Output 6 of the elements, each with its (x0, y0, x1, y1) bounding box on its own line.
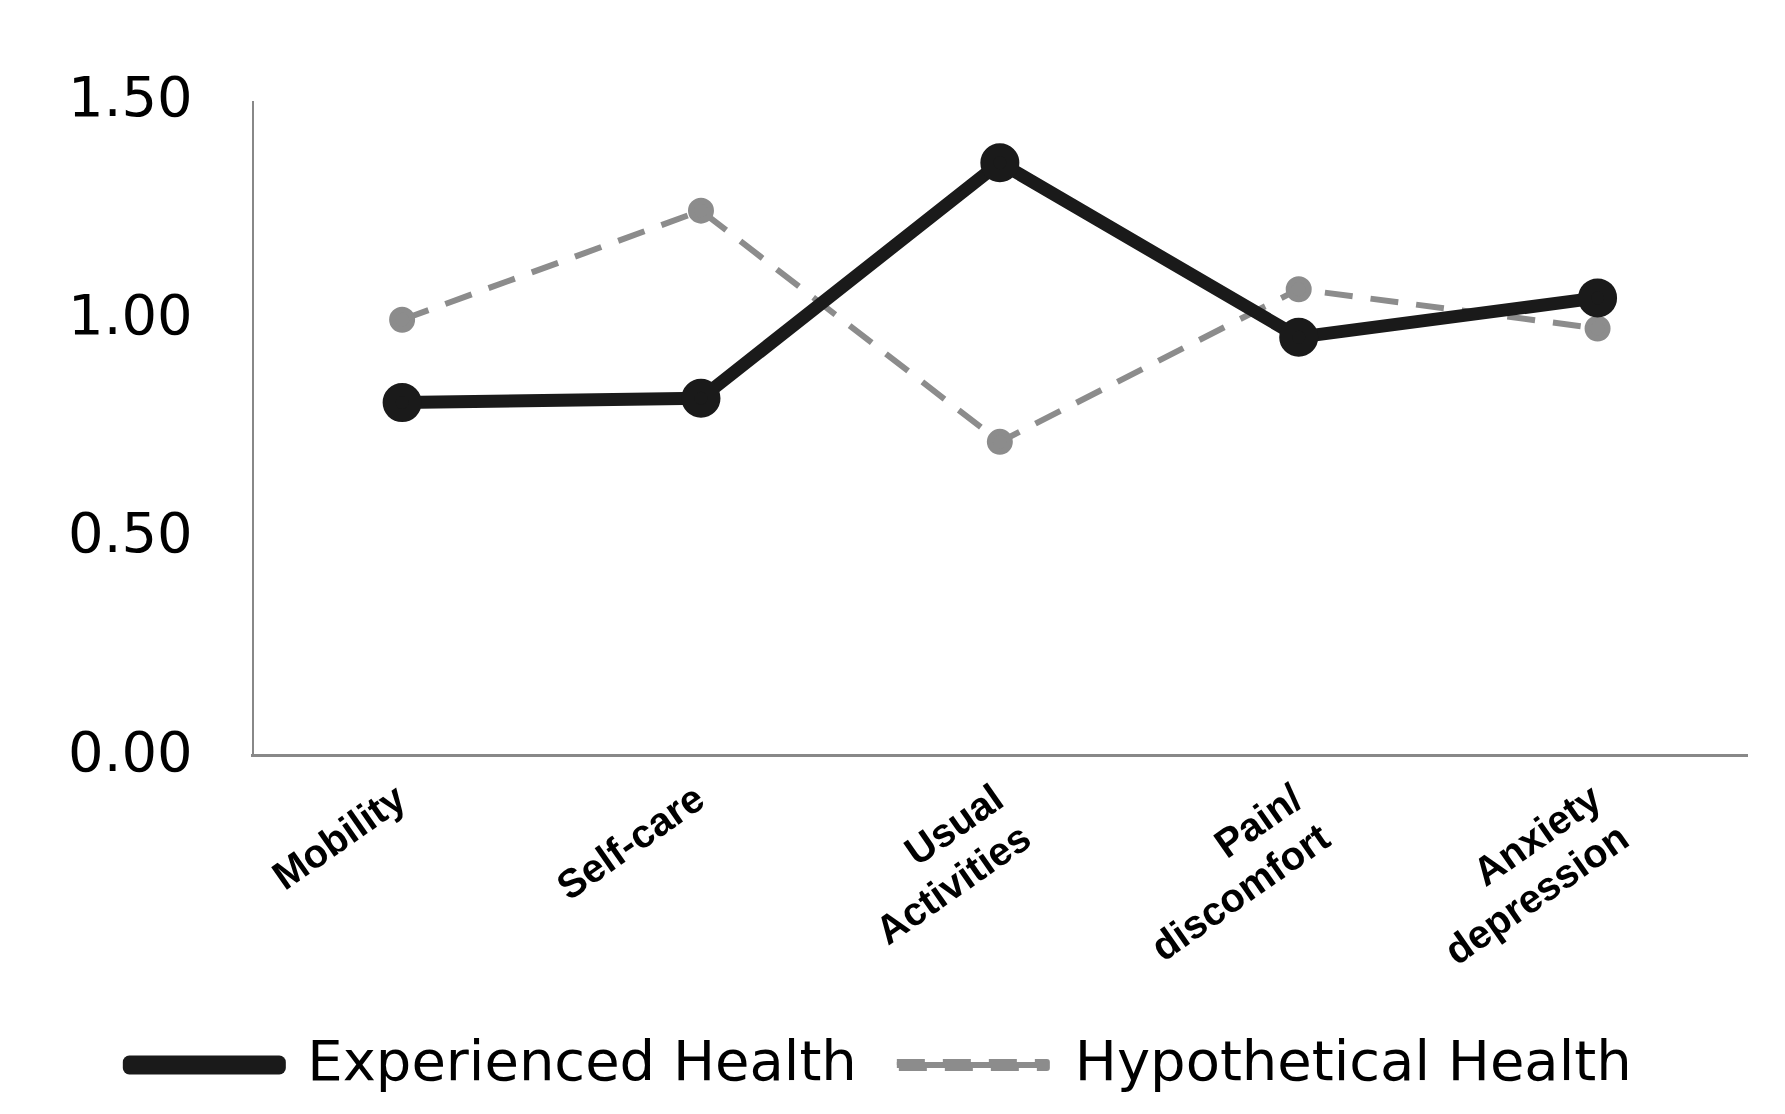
y-tick-label: 0.00 (68, 718, 193, 784)
y-tick-label: 1.00 (68, 282, 193, 348)
y-tick-label: 1.50 (68, 64, 193, 130)
y-tick-label: 0.50 (68, 500, 193, 566)
legend-label: Experienced Health (307, 1027, 857, 1093)
legend-label: Hypothetical Health (1074, 1027, 1632, 1093)
